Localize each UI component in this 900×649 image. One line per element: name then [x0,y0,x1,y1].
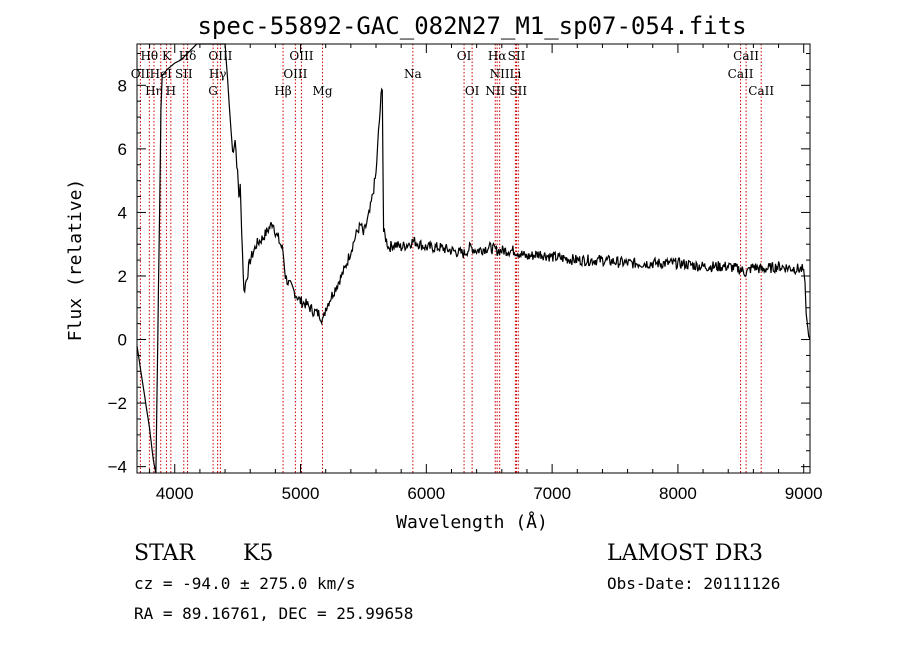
line-label-14: Mg [313,84,333,98]
line-label-1: OII [131,67,151,81]
y-axis-ticks: −4 −2 0 2 4 6 8 [108,53,810,477]
line-label-0: Hθ [140,49,158,63]
x-tick-label: 9000 [785,484,823,503]
line-label-17: OI [465,84,480,98]
x-tick-label: 7000 [533,484,571,503]
object-type: STAR [134,541,196,566]
line-label-16: OI [457,49,472,63]
line-label-20: NII [485,84,505,98]
x-axis-label: Wavelength (Å) [396,511,548,533]
line-label-21: SII [508,49,526,63]
y-tick-label: 0 [118,331,127,350]
line-label-8: OIII [208,49,232,63]
survey-name: LAMOST DR3 [607,541,763,566]
line-label-26: CaII [748,84,774,98]
observation-date: Obs-Date: 20111126 [607,574,780,593]
spectrum-line [136,43,811,474]
line-label-5: H [166,84,176,98]
y-tick-label: 6 [118,140,127,159]
x-tick-label: 5000 [282,484,320,503]
line-label-22: Li [509,67,521,81]
line-label-23: SII [509,84,527,98]
line-label-13: Hβ [274,84,291,98]
x-tick-label: 6000 [407,484,445,503]
line-label-19: NII [490,67,510,81]
line-label-18: Hα [488,49,507,63]
y-tick-label: −4 [108,458,127,477]
x-tick-label: 8000 [659,484,697,503]
line-label-9: Hγ [209,67,227,81]
x-tick-label: 4000 [156,484,194,503]
line-label-3: K [162,49,172,63]
spectral-line-markers [139,44,762,473]
line-label-25: CaII [728,67,754,81]
line-label-2: Hη [145,84,163,98]
redshift-velocity: cz = -94.0 ± 275.0 km/s [134,574,356,593]
y-axis-label: Flux (relative) [65,179,86,342]
object-subclass: K5 [243,541,273,566]
y-tick-label: 2 [118,267,127,286]
line-label-11: OIII [289,49,313,63]
coordinates: RA = 89.16761, DEC = 25.99658 [134,604,413,623]
line-label-15: Na [404,67,422,81]
line-label-24: CaII [733,49,759,63]
chart-title: spec-55892-GAC_082N27_M1_sp07-054.fits [197,12,746,40]
line-label-6: Hδ [179,49,197,63]
y-tick-label: −2 [108,394,127,413]
x-axis-ticks: 4000 5000 6000 7000 8000 9000 [149,44,823,503]
spectral-line-labels: Hθ OII Hη K HeI H Hδ SII OIII Hγ G OIII OIII Hβ Mg Na OI… [131,49,775,98]
y-tick-label: 4 [118,203,127,222]
plot-frame [136,43,811,474]
line-label-12: OIII [283,67,307,81]
line-label-10: G [208,84,218,98]
line-label-7: SII [175,67,193,81]
y-tick-label: 8 [118,76,127,95]
line-label-4: HeI [150,67,173,81]
